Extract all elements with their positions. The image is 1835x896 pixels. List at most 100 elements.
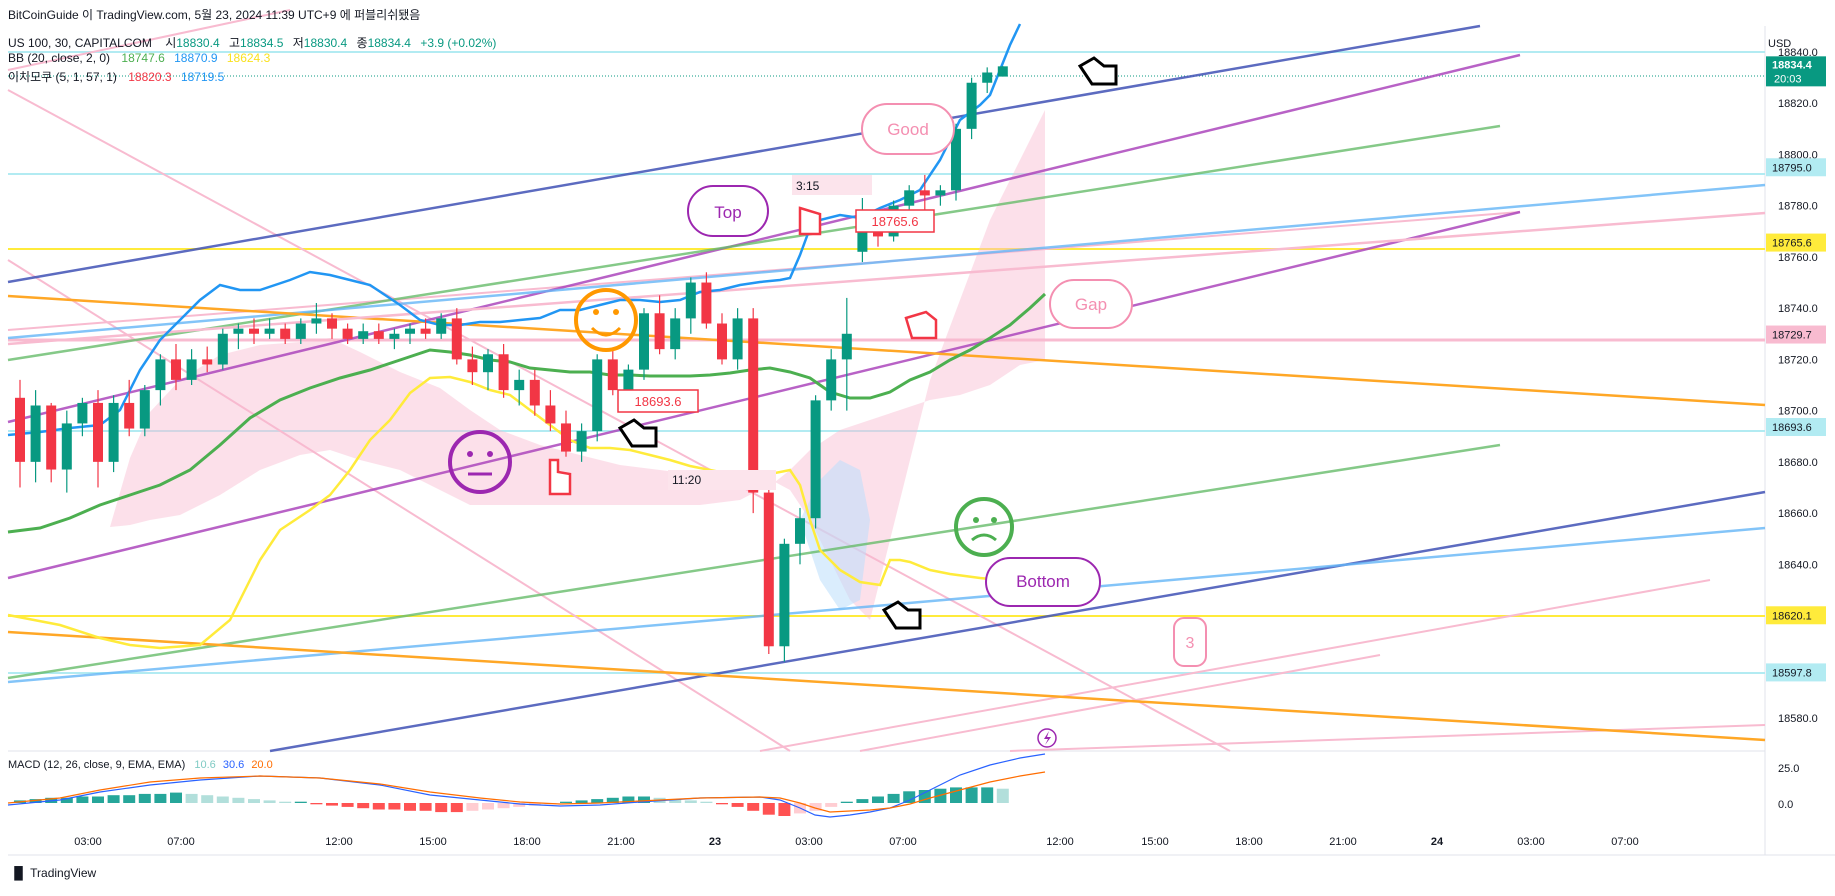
trend-green-lower [7, 443, 1501, 680]
candle-down [327, 318, 337, 329]
bb-legend[interactable]: BB (20, close, 2, 0) 18747.6 18870.9 186… [8, 51, 270, 65]
tradingview-logo-text: TradingView [30, 866, 97, 880]
candle-down [202, 359, 213, 365]
candle-up [358, 331, 369, 339]
candle-up [233, 328, 244, 334]
publisher-credit: BitCoinGuide 이 TradingView.com, 5월 23, 2… [8, 8, 421, 22]
symbol-legend[interactable]: US 100, 30, CAPITALCOM 시18830.4 고18834.5… [8, 34, 496, 51]
candle-down [249, 328, 259, 334]
tradingview-logo[interactable]: ▐▌ TradingView [10, 866, 96, 880]
macd-hist-bar [996, 788, 1009, 803]
macd-tick-0: 0.0 [1778, 799, 1793, 811]
macd-hist-bar [575, 800, 588, 803]
time-tick-label: 12:00 [325, 836, 353, 848]
macd-hist-bar [560, 801, 572, 803]
time-tick-label: 21:00 [1329, 836, 1357, 848]
price-axis[interactable]: 18840.018820.018800.018780.018760.018740… [1766, 47, 1826, 725]
price-level-badge [1766, 606, 1826, 625]
candle-down [280, 328, 291, 339]
candle-up [576, 431, 587, 452]
macd-pane [7, 753, 1046, 818]
smiley-neutral-icon [448, 430, 512, 494]
ichimoku-legend[interactable]: 이치모쿠 (5, 1, 57, 1) 18820.3 18719.5 [8, 68, 224, 85]
macd-hist-bar [622, 796, 635, 803]
symbol-name: US 100, 30, CAPITALCOM [8, 36, 152, 50]
macd-hist-bar [435, 803, 448, 813]
top-bubble: Top [687, 185, 769, 237]
top-label: Top [714, 203, 741, 222]
lightning-icon [1037, 728, 1057, 748]
macd-hist-bar [76, 796, 89, 803]
macd-hist-bar [887, 793, 900, 803]
macd-legend[interactable]: MACD (12, 26, close, 9, EMA, EMA) 10.6 3… [8, 759, 273, 771]
candle-up [685, 282, 696, 319]
gap-label: Gap [1075, 295, 1107, 314]
time-tick-label: 07:00 [167, 836, 195, 848]
ohlc-close: 종18834.4 [356, 36, 411, 50]
candle-up [389, 333, 400, 339]
candle-down [607, 359, 618, 391]
macd-hist-bar [934, 788, 947, 803]
time-tick-label: 03:00 [74, 836, 102, 848]
smiley-happy-icon [574, 288, 638, 352]
candle-up [295, 323, 306, 339]
candle-down [748, 318, 759, 493]
channel-trendlines [7, 24, 1766, 753]
trend-navy-upper [7, 24, 1481, 284]
price-level-label: 18795.0 [1772, 162, 1812, 174]
macd-hist-bar [513, 803, 526, 807]
macd-hist-bar [107, 795, 120, 803]
ichimoku-yellow-line [7, 375, 1046, 650]
macd-hist-bar [716, 803, 728, 805]
candle-down [124, 402, 135, 429]
price-level-badge [1766, 663, 1826, 682]
candle-up [61, 423, 72, 470]
macd-hist-bar [388, 803, 401, 810]
macd-hist-bar [248, 799, 260, 803]
macd-hist-bar [357, 803, 370, 809]
ohlc-low: 저18830.4 [292, 36, 348, 50]
macd-hist-bar [840, 801, 853, 803]
macd-hist-bar [450, 803, 463, 813]
price-level-label: 18597.8 [1772, 667, 1812, 679]
bb-lower-value: 18624.3 [226, 51, 271, 65]
trend-green-upper [7, 124, 1501, 362]
price-level-badge [1766, 158, 1826, 177]
macd-label: MACD (12, 26, close, 9, EMA, EMA) [8, 759, 186, 771]
macd-hist-bar [669, 799, 682, 803]
macd-hist-bar [185, 793, 198, 803]
signal-line [7, 771, 1046, 813]
annotations: Top Good Gap Bottom 3 18693.6 [448, 56, 1207, 748]
time-axis[interactable]: 03:00 07:00 12:00 15:00 18:00 21:00 23 03:00 07:… [74, 836, 1639, 848]
label-18693-text: 18693.6 [635, 394, 682, 409]
bb-upper-value: 18870.9 [174, 51, 218, 65]
candle-up [826, 359, 837, 401]
candle-up [997, 66, 1008, 77]
candle-up [592, 359, 603, 432]
countdown-label: 20:03 [1774, 73, 1802, 85]
candle-up [935, 190, 946, 196]
candle-up [841, 333, 852, 360]
price-tick-label: 18840.0 [1778, 47, 1818, 59]
time-tick-label: 12:00 [1046, 836, 1074, 848]
time-tick-label: 18:00 [1235, 836, 1263, 848]
macd-hist-bar [201, 795, 214, 803]
price-tick-label: 18720.0 [1778, 354, 1818, 366]
candle-up [405, 328, 415, 334]
macd-hist-bar [872, 796, 884, 803]
candle-up [904, 190, 915, 206]
bottom-bubble: Bottom [985, 557, 1101, 607]
trend-orange-lower [7, 630, 1766, 742]
candle-down [451, 318, 462, 360]
time-tick-label: 07:00 [1611, 836, 1639, 848]
candle-up [483, 354, 493, 373]
trend-purple-lower [7, 210, 1521, 580]
candle-up [311, 318, 322, 324]
candle-up [77, 402, 88, 424]
candle-down [467, 359, 478, 373]
price-level-badge [1766, 233, 1826, 252]
candle-up [779, 543, 790, 647]
currency-unit[interactable]: USD [1768, 38, 1792, 50]
